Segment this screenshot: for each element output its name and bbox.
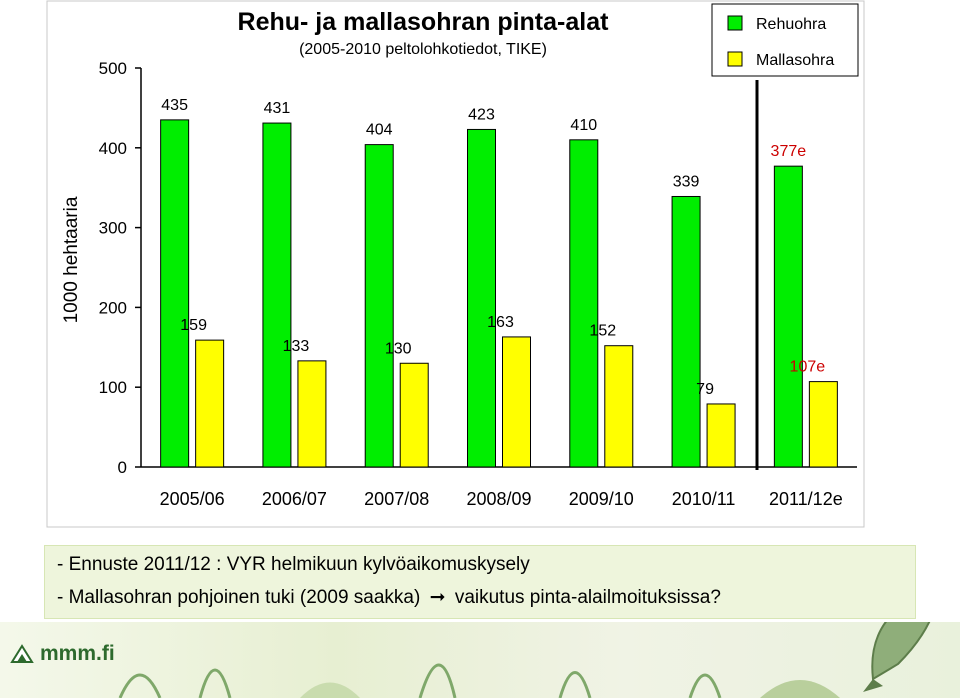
data-label: 423 xyxy=(468,106,495,123)
x-tick-label: 2009/10 xyxy=(569,489,634,509)
y-tick-label: 500 xyxy=(99,59,127,78)
data-label: 404 xyxy=(366,122,393,139)
data-label: 133 xyxy=(283,338,310,355)
y-tick-label: 400 xyxy=(99,139,127,158)
data-label: 410 xyxy=(570,117,597,134)
y-axis-label: 1000 hehtaaria xyxy=(61,196,82,323)
bar-rehuohra xyxy=(773,165,803,468)
data-label: 159 xyxy=(180,317,207,334)
bar-mallasohra xyxy=(706,403,736,468)
note-line-1: - Ennuste 2011/12 : VYR helmikuun kylvöa… xyxy=(57,554,530,575)
y-tick-label: 300 xyxy=(99,219,127,238)
footer-plants-icon xyxy=(118,663,840,698)
notes-panel: - Ennuste 2011/12 : VYR helmikuun kylvöa… xyxy=(44,545,916,619)
legend-label-mallasohra: Mallasohra xyxy=(756,52,834,69)
chart-title: Rehu- ja mallasohran pinta-alat xyxy=(238,8,610,36)
x-tick-label: 2008/09 xyxy=(466,489,531,509)
data-label: 339 xyxy=(673,173,700,190)
bar-rehuohra xyxy=(262,122,292,468)
note-line-2: - Mallasohran pohjoinen tuki (2009 saakk… xyxy=(57,586,721,609)
data-label: 163 xyxy=(487,314,514,331)
bar-mallasohra xyxy=(604,345,634,468)
bar-rehuohra xyxy=(671,195,701,468)
bar-mallasohra xyxy=(297,360,327,468)
data-label: 431 xyxy=(264,100,291,117)
bar-mallasohra xyxy=(502,336,531,468)
fish-icon xyxy=(863,622,931,692)
mmm-logo: mmm.fi xyxy=(10,642,115,666)
bars: 435 159 431 133 404 130 423 163 410 152 339 79 377e 1… xyxy=(160,97,838,468)
footer-illustration: mmm.fi xyxy=(0,622,960,698)
logo-text: mmm.fi xyxy=(40,642,115,665)
bar-rehuohra xyxy=(467,128,496,468)
bar-mallasohra xyxy=(808,381,838,468)
x-axis: 2005/06 2006/07 2007/08 2008/09 2009/10 2010/… xyxy=(160,489,843,509)
data-label: 435 xyxy=(161,97,188,114)
legend: Rehuohra Mallasohra xyxy=(711,3,859,77)
bar-rehuohra xyxy=(160,119,190,468)
y-tick-label: 200 xyxy=(99,298,127,317)
bar-rehuohra xyxy=(569,139,599,468)
legend-swatch-mallasohra xyxy=(727,51,743,67)
x-tick-label: 2011/12e xyxy=(769,489,843,509)
x-tick-label: 2006/07 xyxy=(262,489,327,509)
data-label: 377e xyxy=(771,143,807,160)
legend-swatch-rehuohra xyxy=(727,15,743,31)
chart: Rehu- ja mallasohran pinta-alat (2005-20… xyxy=(46,0,865,528)
x-tick-label: 2007/08 xyxy=(364,489,429,509)
x-tick-label: 2005/06 xyxy=(160,489,225,509)
bar-mallasohra xyxy=(399,362,429,468)
y-tick-label: 100 xyxy=(99,378,127,397)
note-line-2-end: vaikutus pinta-alailmoituksissa? xyxy=(454,587,721,608)
data-label: 152 xyxy=(589,323,616,340)
arrow-right-icon: ➞ xyxy=(429,587,446,608)
legend-label-rehuohra: Rehuohra xyxy=(756,16,826,33)
x-tick-label: 2010/11 xyxy=(672,489,736,509)
data-label: 79 xyxy=(696,381,714,398)
data-label: 130 xyxy=(385,340,412,357)
mmm-logo-icon xyxy=(10,644,34,663)
y-tick-label: 0 xyxy=(118,458,127,477)
data-label: 107e xyxy=(790,359,826,376)
y-axis: 0 100 200 300 400 500 xyxy=(99,59,857,477)
bar-mallasohra xyxy=(195,339,225,468)
note-line-2-start: - Mallasohran pohjoinen tuki (2009 saakk… xyxy=(57,587,421,608)
bar-rehuohra xyxy=(364,144,394,468)
chart-subtitle: (2005-2010 peltolohkotiedot, TIKE) xyxy=(299,41,547,58)
